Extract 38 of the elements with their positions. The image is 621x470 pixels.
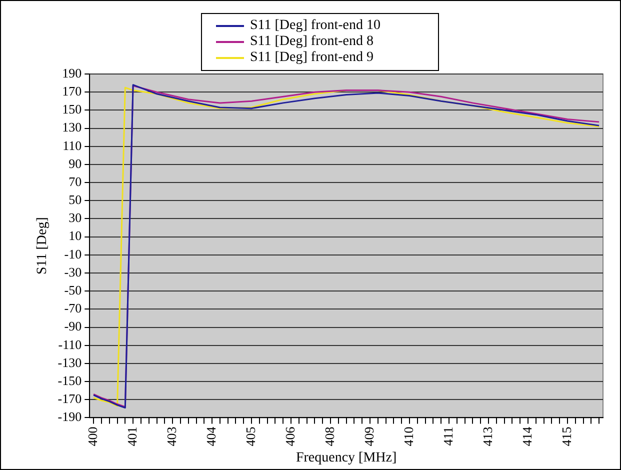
x-tick-label: 414 <box>519 426 534 446</box>
y-tick-label: 110 <box>62 138 82 153</box>
y-tick-label: -190 <box>58 409 82 424</box>
y-tick-label: -30 <box>64 264 82 280</box>
x-tick-label: 406 <box>282 426 298 446</box>
y-tick-label: 50 <box>68 192 82 208</box>
y-tick-label: 130 <box>62 120 82 135</box>
x-tick-label: 404 <box>203 426 218 446</box>
y-tick-label: 170 <box>62 84 82 99</box>
y-tick-label: 190 <box>62 65 82 80</box>
x-tick-label: 415 <box>558 426 574 446</box>
x-tick-label: 400 <box>85 426 100 446</box>
y-tick-label: 30 <box>68 210 82 226</box>
x-axis-title: Frequency [MHz] <box>296 450 397 466</box>
y-tick-label: -170 <box>58 391 82 406</box>
x-tick-label: 401 <box>124 426 140 446</box>
y-tick-label: -130 <box>58 354 82 370</box>
y-tick-label: -150 <box>58 372 82 388</box>
y-tick-label: 150 <box>62 102 82 117</box>
x-tick-label: 408 <box>322 426 337 446</box>
x-tick-label: 409 <box>361 426 376 446</box>
y-tick-label: -10 <box>64 246 82 262</box>
x-tick-label: 410 <box>400 426 416 446</box>
y-tick-label: 70 <box>68 174 82 189</box>
y-axis-title: S11 [Deg] <box>35 217 50 275</box>
y-tick-label: -50 <box>64 282 82 298</box>
legend-label: S11 [Deg] front-end 10 <box>250 18 381 34</box>
legend-label: S11 [Deg] front-end 8 <box>250 34 374 50</box>
x-tick-label: 411 <box>440 426 456 446</box>
y-tick-label: 90 <box>68 156 82 171</box>
y-tick-label: -110 <box>58 336 82 352</box>
x-tick-label: 405 <box>242 426 258 446</box>
y-tick-label: 10 <box>68 228 82 244</box>
y-tick-label: -90 <box>64 318 82 334</box>
legend-label: S11 [Deg] front-end 9 <box>250 50 374 66</box>
x-tick-label: 413 <box>480 426 495 446</box>
y-tick-label: -70 <box>64 300 82 316</box>
x-tick-label: 403 <box>164 426 179 446</box>
